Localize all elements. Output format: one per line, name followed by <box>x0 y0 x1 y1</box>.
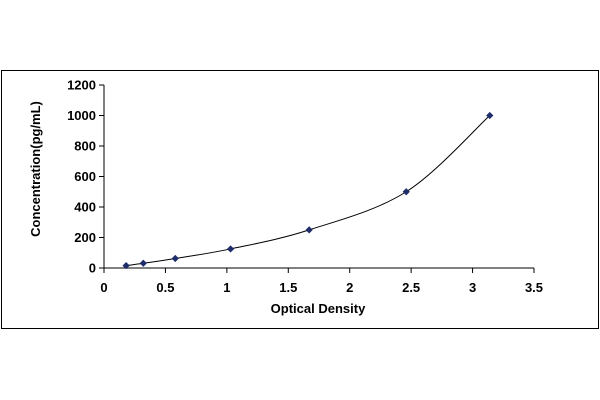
y-tick-label: 1200 <box>67 78 96 93</box>
x-tick-label: 2 <box>346 280 353 295</box>
data-point <box>486 111 494 120</box>
data-point <box>122 261 130 270</box>
data-point <box>171 254 179 263</box>
x-tick-label: 1.5 <box>279 280 297 295</box>
y-tick-label: 600 <box>74 169 96 184</box>
x-tick-label: 1 <box>223 280 230 295</box>
x-axis-title: Optical Density <box>271 301 366 316</box>
y-tick-label: 1000 <box>67 108 96 123</box>
chart-frame <box>1 70 599 329</box>
y-tick-label: 800 <box>74 139 96 154</box>
y-axis-title: Concentration(pg/mL) <box>28 101 43 237</box>
data-point <box>402 188 410 196</box>
y-tick-label: 0 <box>89 261 96 276</box>
data-point <box>226 245 235 253</box>
plot-area: 0 200 400 600 800 1000 1200 0 0.5 1 1.5 2 2.5 3 3.5 <box>67 78 543 296</box>
y-tick-label: 200 <box>74 230 96 245</box>
data-point <box>305 226 313 234</box>
x-tick-label: 3 <box>469 280 476 295</box>
x-tick-label: 0 <box>100 280 107 295</box>
x-tick-label: 3.5 <box>525 280 543 295</box>
x-tick-label: 2.5 <box>402 280 420 295</box>
data-point <box>139 259 147 267</box>
y-tick-label: 400 <box>74 200 96 215</box>
x-tick-label: 0.5 <box>156 280 174 295</box>
